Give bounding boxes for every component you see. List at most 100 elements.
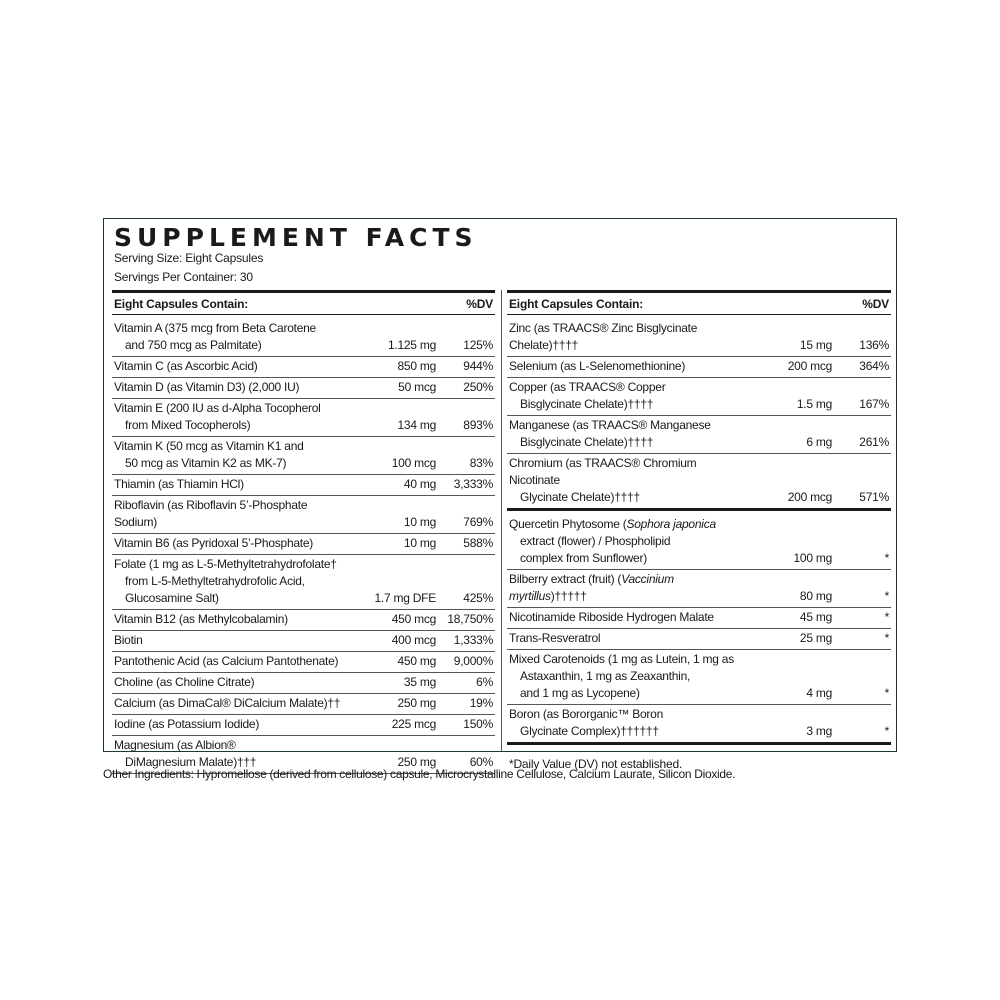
left-column: Eight Capsules Contain: %DV Vitamin A (3… [112, 290, 495, 774]
daily-value: 769% [463, 515, 493, 529]
nutrient-row: Bilberry extract (fruit) (Vaccinium myrt… [507, 570, 891, 608]
daily-value: * [884, 724, 890, 738]
nutrient-name: Iodine (as Potassium Iodide) [112, 716, 346, 733]
name-line: Vitamin B12 (as Methylcobalamin) [114, 612, 288, 626]
supplement-facts-panel: SUPPLEMENT FACTS Serving Size: Eight Cap… [103, 218, 897, 774]
header-label: Eight Capsules Contain: [509, 297, 644, 311]
nutrient-name: Choline (as Choline Citrate) [112, 674, 346, 691]
nutrient-name: Manganese (as TRAACS® Manganese Bisglycin… [507, 417, 742, 451]
right-rows: Zinc (as TRAACS® Zinc Bisglycinate Chela… [507, 319, 891, 745]
amount: 1.7 mg DFE [374, 591, 436, 605]
left-rows: Vitamin A (375 mcg from Beta Carotene and… [112, 319, 495, 774]
nutrient-name: Trans-Resveratrol [507, 630, 742, 647]
name-line: Mixed Carotenoids (1 mg as Lutein, 1 mg … [509, 652, 734, 666]
name-line: Vitamin E (200 IU as d-Alpha Tocopherol [114, 401, 321, 415]
name-line: Nicotinamide Riboside Hydrogen Malate [509, 610, 714, 624]
nutrient-name: Mixed Carotenoids (1 mg as Lutein, 1 mg … [507, 651, 742, 702]
name-line: Folate (1 mg as L-5-Methyltetrahydrofola… [114, 557, 337, 571]
daily-value: 1,333% [453, 633, 493, 647]
amount: 225 mcg [391, 717, 437, 731]
nutrient-name: Pantothenic Acid (as Calcium Pantothenat… [112, 653, 346, 670]
daily-value: 150% [463, 717, 493, 731]
nutrient-name: Boron (as Bororganic™ Boron Glycinate Com… [507, 706, 742, 740]
right-header: Eight Capsules Contain: %DV [507, 293, 891, 315]
amount: 1.125 mg [387, 338, 436, 352]
daily-value: 261% [859, 435, 889, 449]
nutrient-row: Vitamin B6 (as Pyridoxal 5’-Phosphate) 10… [112, 534, 495, 555]
amount: 10 mg [403, 515, 436, 529]
nutrient-name: Calcium (as DimaCal® DiCalcium Malate)†† [112, 695, 346, 712]
name-line: Selenium (as L-Selenomethionine) [509, 359, 686, 373]
nutrient-row: Vitamin E (200 IU as d-Alpha Tocopherol f… [112, 399, 495, 437]
nutrient-row: Vitamin K (50 mcg as Vitamin K1 and 50 mc… [112, 437, 495, 475]
nutrient-row: Mixed Carotenoids (1 mg as Lutein, 1 mg … [507, 650, 891, 705]
name-line: Copper (as TRAACS® Copper [509, 380, 666, 394]
nutrient-name: Vitamin B6 (as Pyridoxal 5’-Phosphate) [112, 535, 346, 552]
column-divider [501, 290, 502, 751]
nutrient-name: Zinc (as TRAACS® Zinc Bisglycinate Chela… [507, 320, 742, 354]
daily-value: 944% [463, 359, 493, 373]
nutrient-row: Manganese (as TRAACS® Manganese Bisglycin… [507, 416, 891, 454]
amount: 10 mg [403, 536, 436, 550]
header-label: Eight Capsules Contain: [114, 297, 249, 311]
name-line: Trans-Resveratrol [509, 631, 601, 645]
daily-value: 3,333% [453, 477, 493, 491]
amount: 15 mg [799, 338, 832, 352]
nutrient-row: Trans-Resveratrol 25 mg * [507, 629, 891, 650]
name-line: Glycinate Chelate)†††† [520, 490, 640, 504]
daily-value: 83% [469, 456, 494, 470]
name-line: from L-5-Methyltetrahydrofolic Acid, [125, 574, 305, 588]
name-line: Vitamin K (50 mcg as Vitamin K1 and [114, 439, 304, 453]
name-line: Bisglycinate Chelate)†††† [520, 397, 654, 411]
name-line: and 750 mcg as Palmitate) [125, 338, 262, 352]
nutrient-name: Bilberry extract (fruit) (Vaccinium myrt… [507, 571, 742, 605]
name-line: Choline (as Choline Citrate) [114, 675, 255, 689]
nutrient-row: Vitamin D (as Vitamin D3) (2,000 IU) 50 m… [112, 378, 495, 399]
amount: 50 mcg [398, 380, 436, 394]
nutrient-row: Pantothenic Acid (as Calcium Pantothenat… [112, 652, 495, 673]
daily-value: 9,000% [453, 654, 493, 668]
daily-value: 250% [463, 380, 493, 394]
other-ingredients: Other Ingredients: Hypromellose (derived… [103, 767, 736, 781]
daily-value: 893% [463, 418, 493, 432]
nutrient-name: Vitamin E (200 IU as d-Alpha Tocopherol f… [112, 400, 346, 434]
amount: 400 mcg [391, 633, 437, 647]
amount: 45 mg [799, 610, 832, 624]
name-text: Quercetin Phytosome ( [509, 517, 627, 531]
nutrient-row: Zinc (as TRAACS® Zinc Bisglycinate Chela… [507, 319, 891, 357]
amount: 80 mg [799, 589, 832, 603]
nutrient-name: Copper (as TRAACS® Copper Bisglycinate Ch… [507, 379, 742, 413]
name-line: Boron (as Bororganic™ Boron [509, 707, 663, 721]
name-line: Biotin [114, 633, 143, 647]
nutrient-row: Selenium (as L-Selenomethionine) 200 mcg 3… [507, 357, 891, 378]
left-header: Eight Capsules Contain: %DV [112, 293, 495, 315]
servings-per-container: Servings Per Container: 30 [114, 270, 253, 284]
nutrient-name: Chromium (as TRAACS® Chromium Nicotinate… [507, 455, 742, 506]
nutrient-row: Boron (as Bororganic™ Boron Glycinate Com… [507, 705, 891, 745]
amount: 850 mg [397, 359, 436, 373]
name-line: DiMagnesium Malate)††† [125, 755, 257, 769]
daily-value: 167% [859, 397, 889, 411]
nutrient-name: Vitamin B12 (as Methylcobalamin) [112, 611, 346, 628]
nutrient-name: Nicotinamide Riboside Hydrogen Malate [507, 609, 742, 626]
nutrient-row: Magnesium (as Albion® DiMagnesium Malate)… [112, 736, 495, 774]
panel-title: SUPPLEMENT FACTS [114, 223, 478, 252]
right-column: Eight Capsules Contain: %DV Zinc (as TRA… [507, 290, 891, 779]
amount: 450 mcg [391, 612, 437, 626]
daily-value: * [884, 551, 890, 565]
amount: 200 mcg [787, 490, 833, 504]
name-line: complex from Sunflower) [520, 551, 647, 565]
daily-value: * [884, 589, 890, 603]
nutrient-row: Vitamin B12 (as Methylcobalamin) 450 mcg 1… [112, 610, 495, 631]
name-line: Riboflavin (as Riboflavin 5’-Phosphate S… [114, 498, 308, 529]
daily-value: 571% [859, 490, 889, 504]
nutrient-row: Chromium (as TRAACS® Chromium Nicotinate… [507, 454, 891, 511]
name-line: Chromium (as TRAACS® Chromium Nicotinate [509, 456, 697, 487]
name-line: Vitamin B6 (as Pyridoxal 5’-Phosphate) [114, 536, 314, 550]
amount: 4 mg [806, 686, 832, 700]
nutrient-row: Quercetin Phytosome (Sophora japonica ext… [507, 515, 891, 570]
daily-value: 60% [469, 755, 494, 769]
header-dv: %DV [466, 297, 493, 311]
name-line: 50 mcg as Vitamin K2 as MK-7) [125, 456, 287, 470]
nutrient-name: Thiamin (as Thiamin HCl) [112, 476, 346, 493]
